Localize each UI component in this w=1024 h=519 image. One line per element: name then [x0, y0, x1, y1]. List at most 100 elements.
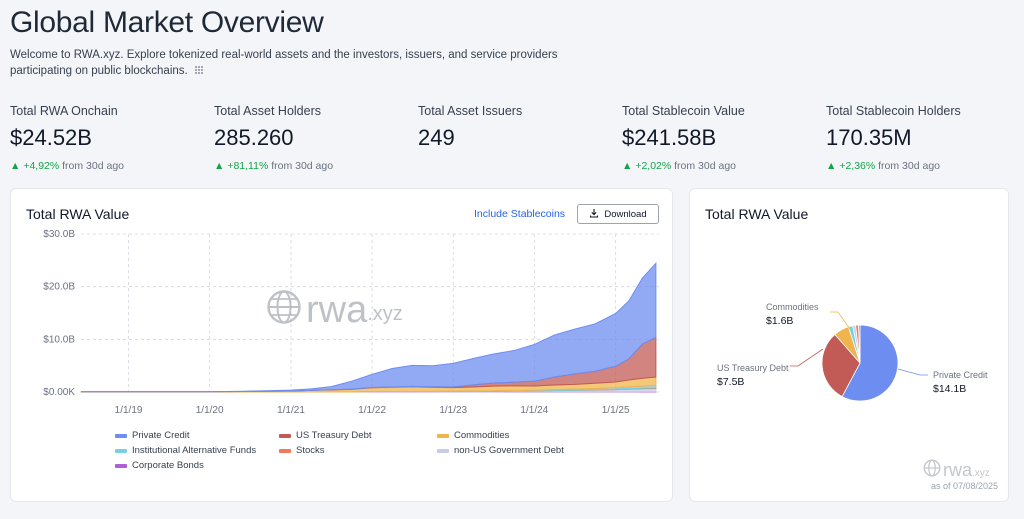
stat-total-asset-issuers: Total Asset Issuers 249 — [418, 104, 522, 151]
legend-item[interactable]: US Treasury Debt — [279, 430, 372, 441]
download-label: Download — [604, 208, 647, 220]
stat-total-asset-holders: Total Asset Holders 285.260 ▲ +81,11% fr… — [214, 104, 333, 172]
chart-areas — [80, 262, 657, 393]
stat-change-value: +2,02% — [635, 160, 672, 172]
legend-swatch — [115, 463, 127, 468]
legend-label: Corporate Bonds — [132, 460, 204, 471]
stat-change-period: from 30d ago — [674, 160, 737, 172]
stat-total-rwa-onchain: Total RWA Onchain $24.52B ▲ +4,92% from … — [10, 104, 124, 172]
stat-label: Total Stablecoin Value — [622, 104, 745, 118]
stat-value: 170.35M — [826, 125, 912, 150]
x-tick-label: 1/1/23 — [439, 405, 467, 416]
stat-change: ▲ +2,02% from 30d ago — [622, 160, 745, 172]
legend-label: US Treasury Debt — [296, 430, 372, 441]
legend-item[interactable]: Corporate Bonds — [115, 460, 204, 471]
area-chart-title: Total RWA Value — [26, 206, 130, 222]
pie-label-private-credit: Private Credit — [933, 370, 988, 380]
globe-icon — [266, 289, 302, 330]
stat-change-value: +4,92% — [23, 160, 60, 172]
stat-change-value: +81,11% — [227, 160, 269, 172]
pie-slice-6 — [858, 324, 861, 364]
x-tick-label: 1/1/20 — [196, 405, 224, 416]
y-axis-ticks: $0.00K $10.0B $20.0B $30.0B — [43, 229, 75, 398]
leader-line-us-treasury — [790, 348, 824, 367]
leader-line-private-credit — [897, 368, 928, 376]
legend-swatch — [279, 448, 291, 453]
stat-value: $24.52B — [10, 125, 92, 150]
legend-label: Stocks — [296, 445, 325, 456]
include-stablecoins-toggle[interactable]: Include Stablecoins — [474, 208, 566, 220]
pie-value-private-credit: $14.1B — [933, 383, 966, 395]
triangle-up-icon: ▲ — [622, 160, 636, 172]
pie-slice-0 — [841, 324, 899, 402]
stat-change-value: +2,36% — [839, 160, 876, 172]
stat-change: ▲ +4,92% from 30d ago — [10, 160, 124, 172]
pie-label-us-treasury: US Treasury Debt — [717, 363, 789, 373]
stat-total-stablecoin-value: Total Stablecoin Value $241.58B ▲ +2,02%… — [622, 104, 745, 172]
download-icon — [589, 208, 599, 221]
x-tick-label: 1/1/19 — [115, 405, 143, 416]
y-tick-label: $30.0B — [43, 229, 75, 240]
pie-chart-card: Total RWA Value Commodities $1.6B US Tre… — [689, 188, 1009, 502]
stat-label: Total Stablecoin Holders — [826, 104, 961, 118]
watermark-suffix: .xyz — [367, 303, 403, 325]
legend-swatch — [279, 433, 291, 438]
stat-value: 249 — [418, 125, 455, 150]
legend-item[interactable]: Stocks — [279, 445, 325, 456]
x-tick-label: 1/1/24 — [520, 405, 548, 416]
pie-value-commodities: $1.6B — [766, 315, 793, 327]
stat-label: Total Asset Issuers — [418, 104, 523, 118]
area-series-private-credit — [81, 262, 657, 393]
leader-line-commodities — [830, 311, 851, 330]
legend-item[interactable]: Commodities — [437, 430, 509, 441]
legend-swatch — [437, 448, 449, 453]
watermark-text: rwa — [306, 288, 368, 331]
legend-label: non-US Government Debt — [454, 445, 564, 456]
legend-label: Institutional Alternative Funds — [132, 445, 257, 456]
area-watermark: rwa .xyz — [266, 289, 403, 330]
info-icon[interactable] — [194, 64, 204, 74]
legend-label: Private Credit — [132, 430, 190, 441]
stat-change-period: from 30d ago — [271, 160, 334, 172]
page-subtitle: Welcome to RWA.xyz. Explore tokenized re… — [10, 47, 610, 79]
stat-change: ▲ +2,36% from 30d ago — [826, 160, 961, 172]
stat-change: ▲ +81,11% from 30d ago — [214, 160, 333, 172]
legend-item[interactable]: Institutional Alternative Funds — [115, 445, 256, 456]
watermark-text: rwa — [943, 460, 973, 480]
legend-item[interactable]: Private Credit — [115, 430, 190, 441]
triangle-up-icon: ▲ — [10, 160, 24, 172]
pie-value-us-treasury: $7.5B — [717, 376, 744, 388]
stat-value: 285.260 — [214, 125, 294, 150]
pie-slices — [821, 324, 899, 402]
stat-total-stablecoin-holders: Total Stablecoin Holders 170.35M ▲ +2,36… — [826, 104, 961, 172]
page-subtitle-text: Welcome to RWA.xyz. Explore tokenized re… — [10, 49, 558, 77]
download-button[interactable]: Download — [577, 204, 659, 224]
page-title: Global Market Overview — [10, 6, 324, 39]
x-axis-ticks: 1/1/19 1/1/20 1/1/21 1/1/22 1/1/23 1/1/24 1/1/… — [115, 405, 630, 416]
stat-label: Total Asset Holders — [214, 104, 321, 118]
pie-chart-title: Total RWA Value — [705, 206, 809, 222]
watermark-suffix: .xyz — [972, 467, 990, 479]
triangle-up-icon: ▲ — [826, 160, 840, 172]
area-chart-plot: $0.00K$10.0B$20.0B$30.0B 1/1/19 1/1/20 1/1… — [43, 229, 659, 416]
globe-icon — [923, 459, 941, 482]
stat-label: Total RWA Onchain — [10, 104, 118, 118]
stat-value: $241.58B — [622, 125, 717, 150]
x-tick-label: 1/1/25 — [602, 405, 630, 416]
legend-swatch — [115, 448, 127, 453]
area-chart-card: Total RWA Value Include Stablecoins Down… — [10, 188, 673, 502]
pie-watermark: rwa .xyz — [923, 459, 990, 482]
legend-item[interactable]: non-US Government Debt — [437, 445, 564, 456]
x-tick-label: 1/1/22 — [358, 405, 386, 416]
y-tick-label: $0.00K — [43, 387, 75, 398]
pie-label-commodities: Commodities — [766, 302, 819, 312]
pie-leader-lines — [790, 311, 928, 376]
triangle-up-icon: ▲ — [214, 160, 228, 172]
stat-change-period: from 30d ago — [62, 160, 125, 172]
legend-swatch — [115, 433, 127, 438]
stat-change-period: from 30d ago — [878, 160, 941, 172]
x-tick-label: 1/1/21 — [277, 405, 305, 416]
legend-swatch — [437, 433, 449, 438]
y-tick-label: $10.0B — [43, 334, 75, 345]
legend-label: Commodities — [454, 430, 510, 441]
